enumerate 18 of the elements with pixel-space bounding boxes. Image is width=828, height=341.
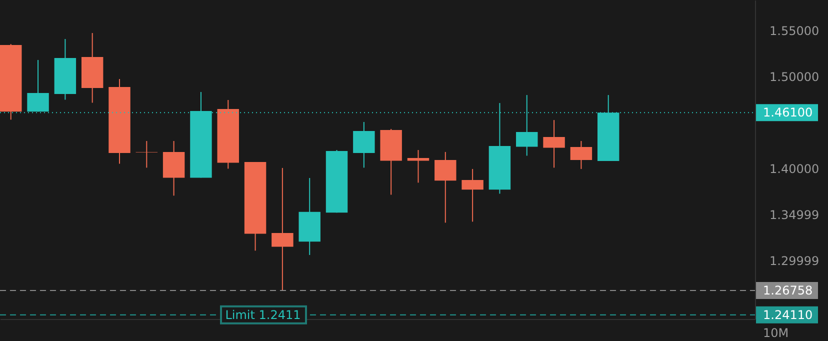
- y-tick-label: 1.40000: [770, 162, 820, 176]
- y-tick-label: 1.29999: [770, 254, 820, 268]
- ref-line-label: 1.24110: [763, 308, 813, 322]
- ref-line-label: 1.46100: [763, 106, 813, 120]
- text: 10M: [763, 326, 789, 340]
- candlestick: [136, 140, 158, 168]
- y-tick-label: 1.50000: [770, 70, 820, 84]
- candlestick: [570, 140, 592, 170]
- ref-line-label: 1.26758: [763, 284, 813, 298]
- candlestick: [353, 121, 375, 168]
- y-tick-label: 1.34999: [770, 208, 820, 222]
- candlestick: [543, 120, 565, 168]
- annotation: Limit 1.2411: [225, 308, 301, 322]
- candlestick: [272, 167, 294, 291]
- candlestick: [434, 151, 456, 224]
- candlestick: [407, 150, 430, 184]
- candlestick: [462, 168, 484, 222]
- y-tick-label: 1.55000: [770, 24, 820, 38]
